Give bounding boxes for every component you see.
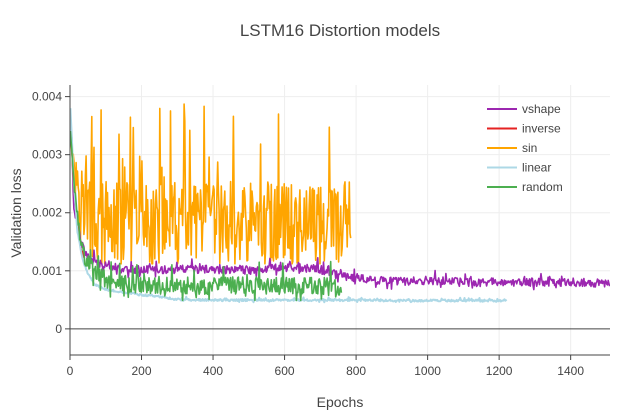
legend-item-inverse[interactable]: inverse xyxy=(487,122,561,136)
series-line-sin xyxy=(70,103,352,265)
y-tick-label: 0.003 xyxy=(32,148,62,162)
y-axis-label: Validation loss xyxy=(8,168,24,257)
y-tick-label: 0.004 xyxy=(32,90,62,104)
x-axis-label: Epochs xyxy=(317,394,364,410)
x-axis-ticks: 0 200 400 600 800 1000 1200 1400 xyxy=(67,355,584,378)
x-tick-label: 200 xyxy=(132,364,152,378)
y-tick-label: 0.002 xyxy=(32,206,62,220)
x-tick-label: 600 xyxy=(275,364,295,378)
legend-label: linear xyxy=(522,161,551,175)
x-tick-label: 1000 xyxy=(414,364,441,378)
legend-label: vshape xyxy=(522,102,561,116)
legend-label: sin xyxy=(522,141,537,155)
series-lines xyxy=(70,103,610,304)
series-group xyxy=(70,103,610,304)
y-tick-label: 0 xyxy=(55,322,62,336)
x-tick-label: 400 xyxy=(203,364,223,378)
y-tick-label: 0.001 xyxy=(32,264,62,278)
legend-item-random[interactable]: random xyxy=(487,180,563,194)
series-line-random xyxy=(70,130,343,302)
series-line-linear xyxy=(70,108,508,304)
legend-label: random xyxy=(522,180,563,194)
legend-item-linear[interactable]: linear xyxy=(487,161,551,175)
legend-item-sin[interactable]: sin xyxy=(487,141,537,155)
x-tick-label: 800 xyxy=(346,364,366,378)
legend-item-vshape[interactable]: vshape xyxy=(487,102,561,116)
y-axis-ticks: 0 0.001 0.002 0.003 0.004 xyxy=(32,90,70,336)
chart-title: LSTM16 Distortion models xyxy=(240,21,440,40)
x-tick-label: 1200 xyxy=(486,364,513,378)
x-tick-label: 1400 xyxy=(557,364,584,378)
legend-label: inverse xyxy=(522,122,561,136)
x-tick-label: 0 xyxy=(67,364,74,378)
legend[interactable]: vshape inverse sin linear random xyxy=(487,102,563,194)
series-line-vshape xyxy=(70,130,610,291)
